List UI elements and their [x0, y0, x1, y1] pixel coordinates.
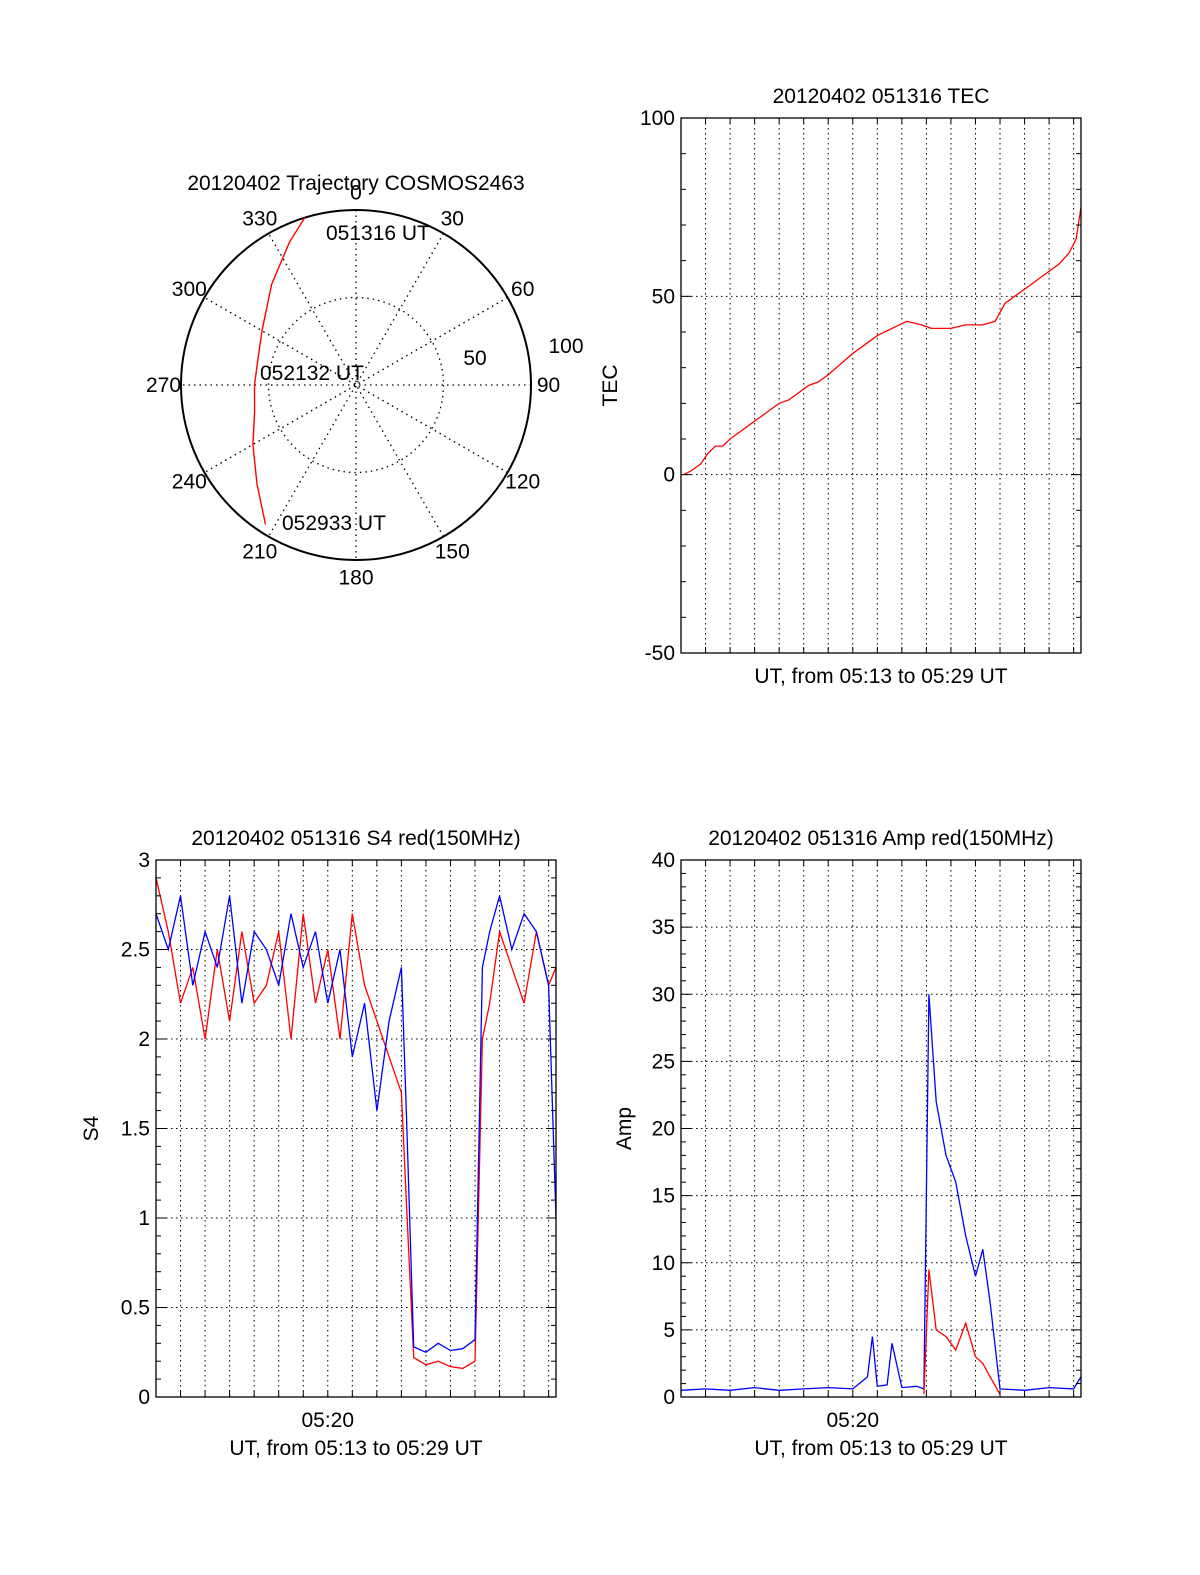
- polar-angle-tick-label: 90: [537, 374, 560, 397]
- panel-tec-xlabel: UT, from 05:13 to 05:29 UT: [754, 665, 1007, 688]
- panel-s4-series-blue-line: [156, 895, 556, 1354]
- panel-tec-frame: [680, 117, 1082, 654]
- panel-amp-ytick-label: 5: [663, 1319, 675, 1342]
- panel-amp-title: 20120402 051316 Amp red(150MHz): [708, 827, 1054, 850]
- polar-angle-tick-label: 300: [172, 278, 207, 301]
- panel-tec-title: 20120402 051316 TEC: [773, 85, 990, 108]
- polar-grid-spoke: [204, 296, 508, 474]
- tec-panel: 20120402 051316 TEC -50 0 50 100 TEC UT, from …: [599, 85, 1082, 688]
- polar-angle-tick-label: 120: [505, 470, 540, 493]
- s4-panel: 20120402 051316 S4 red(150MHz) 0 0.5 1 1.5 2 2…: [80, 827, 557, 1460]
- panel-s4-ytick-label: 1.5: [121, 1118, 150, 1141]
- polar-angle-tick-label: 60: [511, 278, 534, 301]
- panel-s4-ylabel: S4: [80, 1115, 103, 1141]
- panel-s4-ytick-label: 0.5: [121, 1297, 150, 1320]
- polar-title: 20120402 Trajectory COSMOS2463: [187, 172, 524, 195]
- panel-amp-xtick-label: 05:20: [826, 1409, 879, 1432]
- panel-amp-xlabel: UT, from 05:13 to 05:29 UT: [754, 1437, 1007, 1460]
- polar-mid-time-label: 052132 UT: [260, 362, 364, 385]
- panel-amp-ytick-label: 20: [652, 1118, 675, 1141]
- panel-s4-ytick-label: 2: [138, 1028, 150, 1051]
- polar-angle-tick-label: 330: [242, 207, 277, 230]
- polar-angle-tick-label: 150: [435, 541, 470, 564]
- polar-angle-tick-label: 30: [441, 207, 464, 230]
- panel-tec-ytick-label: -50: [645, 642, 675, 665]
- polar-angle-tick-label: 210: [242, 541, 277, 564]
- panel-tec-ytick-label: 50: [652, 285, 675, 308]
- panel-tec-series-red-line: [683, 207, 1081, 476]
- panel-amp-ytick-label: 15: [652, 1185, 675, 1208]
- polar-angle-tick-label: 270: [146, 374, 181, 397]
- polar-grid-spoke: [204, 296, 508, 474]
- polar-grid-spoke: [267, 233, 445, 537]
- panel-s4-xtick-label: 05:20: [301, 1409, 354, 1432]
- panel-amp-series-blue-line: [681, 994, 1081, 1391]
- panel-amp-ytick-label: 25: [652, 1050, 675, 1073]
- polar-radius-tick-label: 100: [548, 335, 583, 358]
- panel-amp-ytick-label: 35: [652, 916, 675, 939]
- panel-amp-series-red-line: [923, 1269, 1001, 1395]
- panel-amp-ytick-label: 0: [663, 1386, 675, 1409]
- panel-amp-ytick-label: 10: [652, 1252, 675, 1275]
- polar-grid-circle: [267, 296, 445, 474]
- polar-outer-circle: [180, 209, 532, 561]
- panel-amp-ytick-label: 30: [652, 983, 675, 1006]
- amp-panel: 20120402 051316 Amp red(150MHz) 0 5 10 15 20 2…: [613, 827, 1082, 1460]
- polar-angle-tick-label: 180: [338, 567, 373, 590]
- panel-s4-title: 20120402 051316 S4 red(150MHz): [191, 827, 520, 850]
- polar-start-time-label: 051316 UT: [326, 222, 430, 245]
- panel-s4-ytick-label: 0: [138, 1386, 150, 1409]
- panel-tec-ytick-label: 0: [663, 464, 675, 487]
- polar-angle-tick-label: 0: [350, 182, 362, 205]
- panel-amp-ylabel: Amp: [613, 1107, 636, 1150]
- panel-amp-ytick-label: 40: [652, 849, 675, 872]
- polar-end-time-label: 052933 UT: [282, 512, 386, 535]
- panel-tec-ylabel: TEC: [599, 365, 622, 407]
- polar-angle-tick-label: 240: [172, 470, 207, 493]
- panel-tec-ytick-label: 100: [640, 107, 675, 130]
- panel-s4-ytick-label: 3: [138, 849, 150, 872]
- panel-s4-ytick-label: 1: [138, 1207, 150, 1230]
- polar-trajectory-line: [252, 217, 306, 525]
- panel-s4-series-red-line: [156, 877, 556, 1370]
- panel-s4-xlabel: UT, from 05:13 to 05:29 UT: [229, 1437, 482, 1460]
- panel-s4-ytick-label: 2.5: [121, 939, 150, 962]
- polar-radius-tick-label: 50: [463, 347, 486, 370]
- polar-grid-spoke: [267, 233, 445, 537]
